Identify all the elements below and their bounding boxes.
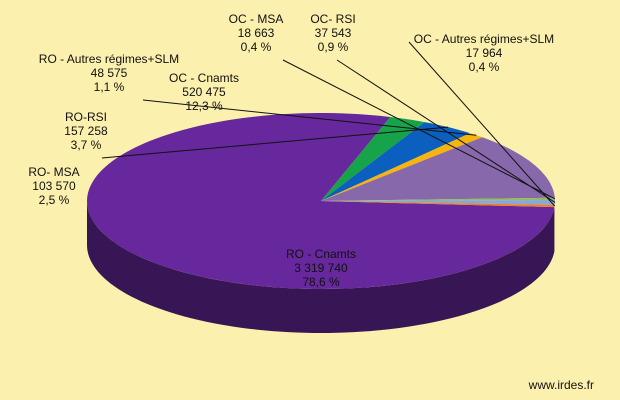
slice-percent: 1,1 % — [94, 80, 125, 94]
slice-percent: 0,4 % — [469, 60, 500, 74]
slice-percent: 3,7 % — [71, 138, 102, 152]
leader-line-ro-autres-regimes-slm — [142, 99, 477, 136]
leader-line-oc-autres-regimes-slm — [408, 41, 555, 207]
slice-percent: 12,3 % — [185, 99, 223, 113]
pie-slice-ro-autres-regimes-slm — [321, 133, 483, 201]
slice-label-oc-autres-regimes-slm: OC - Autres régimes+SLM 17 964 0,4 % — [414, 32, 554, 74]
slice-value: 520 475 — [182, 85, 226, 99]
pie-slice-ro-rsi — [321, 122, 471, 201]
slice-label-ro-autres-regimes-slm: RO - Autres régimes+SLM 48 575 1,1 % — [39, 52, 179, 94]
slice-name: RO-RSI — [65, 110, 107, 124]
slice-label-ro-cnamts: RO - Cnamts 3 319 740 78,6 % — [286, 247, 356, 289]
slice-percent: 0,9 % — [318, 40, 349, 54]
slice-value: 103 570 — [32, 179, 76, 193]
pie-slice-ro-msa — [321, 116, 425, 201]
pie-slice-oc-rsi — [321, 199, 555, 205]
slice-value: 3 319 740 — [294, 261, 348, 275]
slice-value: 17 964 — [466, 46, 503, 60]
slice-name: RO - Autres régimes+SLM — [39, 52, 179, 66]
slice-name: OC - MSA — [229, 12, 284, 26]
slice-name: RO- MSA — [28, 165, 79, 179]
slice-percent: 78,6 % — [302, 275, 340, 289]
slice-name: OC - Cnamts — [169, 71, 239, 85]
pie-slice-oc-autres-regimes-slm — [321, 201, 555, 208]
pie-slice-ro-cnamts — [87, 113, 555, 289]
pie-slice-oc-msa — [321, 197, 555, 201]
slice-label-ro-rsi: RO-RSI 157 258 3,7 % — [64, 110, 108, 152]
leader-lines — [101, 41, 556, 207]
slice-name: OC- RSI — [310, 12, 355, 26]
slice-labels: RO - Cnamts 3 319 740 78,6 % RO- MSA 103 570… — [28, 12, 554, 289]
slice-name: RO - Cnamts — [286, 247, 356, 261]
slice-percent: 0,4 % — [241, 40, 272, 54]
pie-tops — [87, 113, 555, 289]
slice-value: 18 663 — [238, 26, 275, 40]
pie-slice-oc-cnamts — [321, 137, 555, 201]
pie-sides — [87, 201, 555, 333]
leader-line-oc-rsi — [336, 59, 556, 203]
slice-label-oc-cnamts: OC - Cnamts 520 475 12,3 % — [169, 71, 239, 113]
slice-label-oc-rsi: OC- RSI 37 543 0,9 % — [310, 12, 355, 54]
slice-label-ro-msa: RO- MSA 103 570 2,5 % — [28, 165, 79, 207]
slice-name: OC - Autres régimes+SLM — [414, 32, 554, 46]
source-credit: www.irdes.fr — [528, 378, 594, 392]
slice-value: 48 575 — [91, 66, 128, 80]
slice-value: 37 543 — [315, 26, 352, 40]
slice-label-oc-msa: OC - MSA 18 663 0,4 % — [229, 12, 284, 54]
leader-line-oc-msa — [282, 59, 556, 200]
slice-percent: 2,5 % — [39, 193, 70, 207]
pie-side-ro-cnamts — [87, 201, 555, 333]
leader-line-ro-rsi — [101, 126, 449, 159]
slice-value: 157 258 — [64, 124, 108, 138]
